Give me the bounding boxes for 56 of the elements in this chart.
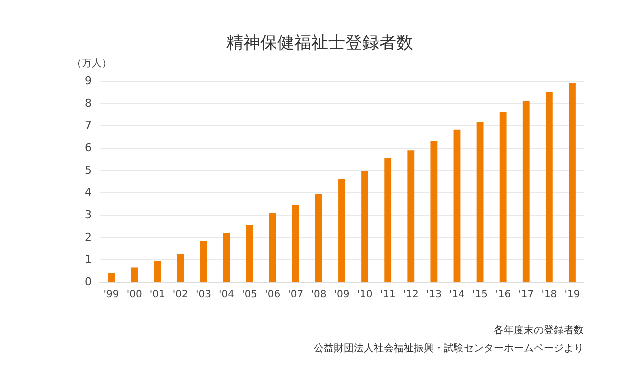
x-tick-label: '15 — [472, 290, 488, 300]
y-axis-title: （万人） — [72, 58, 112, 70]
x-tick-label: '13 — [426, 290, 442, 300]
bar — [315, 194, 322, 282]
x-tick-label: '19 — [564, 290, 580, 300]
bar — [408, 150, 415, 282]
bar — [362, 171, 369, 282]
bar — [338, 179, 346, 282]
x-tick-label: '16 — [496, 290, 512, 300]
text: 公益財団法人社会福祉振興・試験センターホームページより — [314, 342, 584, 354]
bar — [454, 130, 461, 282]
y-tick-label: 7 — [85, 119, 92, 132]
x-tick-label: '12 — [403, 290, 419, 300]
x-tick-label: '01 — [150, 290, 166, 300]
y-tick-label: 9 — [85, 74, 92, 88]
x-tick-label: '10 — [357, 290, 373, 300]
x-tick-label: '99 — [104, 290, 120, 300]
bar — [292, 205, 300, 282]
x-tick-label: '11 — [380, 290, 396, 300]
x-tick-label: '09 — [334, 290, 350, 300]
chart-title: 精神保健福祉士登録者数 — [226, 34, 414, 54]
y-tick-label: 3 — [85, 208, 92, 222]
bar — [177, 254, 184, 282]
y-tick-label: 6 — [85, 142, 92, 154]
x-tick-label: '03 — [196, 290, 212, 300]
text: 各年度末の登録者数 — [494, 324, 584, 336]
bar — [476, 122, 484, 282]
bar — [500, 112, 507, 282]
bar — [430, 142, 438, 282]
bar — [246, 225, 254, 282]
bar — [154, 261, 162, 282]
y-tick-label: 0 — [85, 276, 92, 288]
bar — [223, 234, 230, 282]
y-tick-label: 1 — [85, 253, 92, 266]
x-tick-label: '17 — [518, 290, 534, 300]
x-tick-label: '00 — [126, 290, 142, 300]
x-tick-label: '02 — [172, 290, 188, 300]
x-tick-label: '04 — [219, 290, 235, 300]
y-tick-label: 5 — [85, 164, 92, 177]
y-tick-label: 8 — [85, 96, 92, 110]
bar — [569, 83, 576, 282]
y-tick-label: 4 — [85, 186, 92, 200]
x-tick-label: '14 — [449, 290, 465, 300]
x-tick-label: '06 — [265, 290, 281, 300]
x-tick-label: '05 — [242, 290, 258, 300]
bar — [522, 101, 530, 282]
bar — [108, 273, 115, 282]
bar — [384, 158, 392, 282]
x-tick-label: '07 — [288, 290, 304, 300]
bar — [200, 241, 208, 282]
x-tick-label: '18 — [542, 290, 558, 300]
y-tick-label: 2 — [85, 230, 92, 244]
bar — [269, 213, 276, 282]
bar — [131, 268, 138, 282]
bar — [546, 92, 553, 282]
x-tick-label: '08 — [311, 290, 327, 300]
